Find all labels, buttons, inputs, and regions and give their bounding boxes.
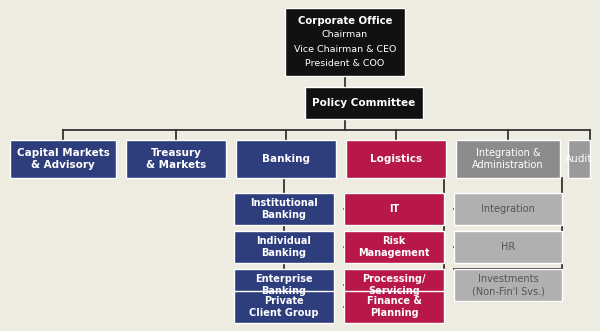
Text: Enterprise
Banking: Enterprise Banking — [255, 274, 313, 296]
FancyBboxPatch shape — [456, 140, 560, 178]
FancyBboxPatch shape — [305, 87, 423, 119]
FancyBboxPatch shape — [234, 269, 334, 301]
FancyBboxPatch shape — [344, 193, 444, 225]
Text: Finance &
Planning: Finance & Planning — [367, 296, 421, 318]
FancyBboxPatch shape — [344, 231, 444, 263]
FancyBboxPatch shape — [10, 140, 116, 178]
FancyBboxPatch shape — [568, 140, 590, 178]
FancyBboxPatch shape — [344, 291, 444, 323]
FancyBboxPatch shape — [285, 8, 405, 76]
Text: President & COO: President & COO — [305, 59, 385, 68]
FancyBboxPatch shape — [344, 269, 444, 301]
Text: Individual
Banking: Individual Banking — [257, 236, 311, 258]
FancyBboxPatch shape — [346, 140, 446, 178]
Text: Vice Chairman & CEO: Vice Chairman & CEO — [294, 45, 396, 54]
Text: IT: IT — [389, 204, 399, 214]
Text: Risk
Management: Risk Management — [358, 236, 430, 258]
Text: Processing/
Servicing: Processing/ Servicing — [362, 274, 426, 296]
FancyBboxPatch shape — [126, 140, 226, 178]
FancyBboxPatch shape — [234, 291, 334, 323]
Text: Logistics: Logistics — [370, 154, 422, 164]
Text: Private
Client Group: Private Client Group — [249, 296, 319, 318]
Text: Capital Markets
& Advisory: Capital Markets & Advisory — [17, 148, 109, 170]
Text: Integration &
Administration: Integration & Administration — [472, 148, 544, 170]
FancyBboxPatch shape — [454, 231, 562, 263]
FancyBboxPatch shape — [234, 193, 334, 225]
Text: Institutional
Banking: Institutional Banking — [250, 198, 318, 220]
Text: Integration: Integration — [481, 204, 535, 214]
Text: Chairman: Chairman — [322, 30, 368, 39]
FancyBboxPatch shape — [454, 269, 562, 301]
Text: HR: HR — [501, 242, 515, 252]
Text: Banking: Banking — [262, 154, 310, 164]
FancyBboxPatch shape — [236, 140, 336, 178]
Text: Investments
(Non-Fin'l Svs.): Investments (Non-Fin'l Svs.) — [472, 274, 544, 296]
Text: Treasury
& Markets: Treasury & Markets — [146, 148, 206, 170]
FancyBboxPatch shape — [234, 231, 334, 263]
Text: Policy Committee: Policy Committee — [313, 98, 416, 108]
Text: Audit: Audit — [565, 154, 593, 164]
Text: Corporate Office: Corporate Office — [298, 16, 392, 26]
FancyBboxPatch shape — [454, 193, 562, 225]
